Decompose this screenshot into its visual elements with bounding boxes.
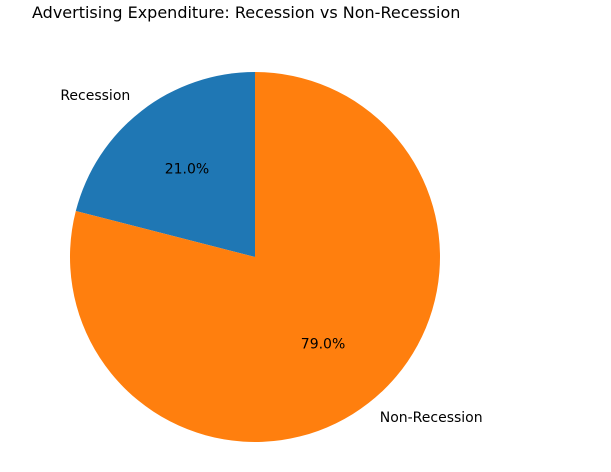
pie-slices [69,72,440,442]
pie-slice-recession [75,72,255,257]
pie-percent-label-recession: 21.0% [165,161,209,177]
pie-category-label-non-recession: Non-Recession [380,410,483,426]
pie-percent-label-non-recession: 79.0% [301,337,345,353]
pie-category-label-recession: Recession [60,88,130,104]
pie-labels: 21.0% Recession 79.0% Non-Recession [60,88,482,426]
chart-title: Advertising Expenditure: Recession vs No… [32,3,460,22]
pie-slice-non-recession [69,72,440,442]
